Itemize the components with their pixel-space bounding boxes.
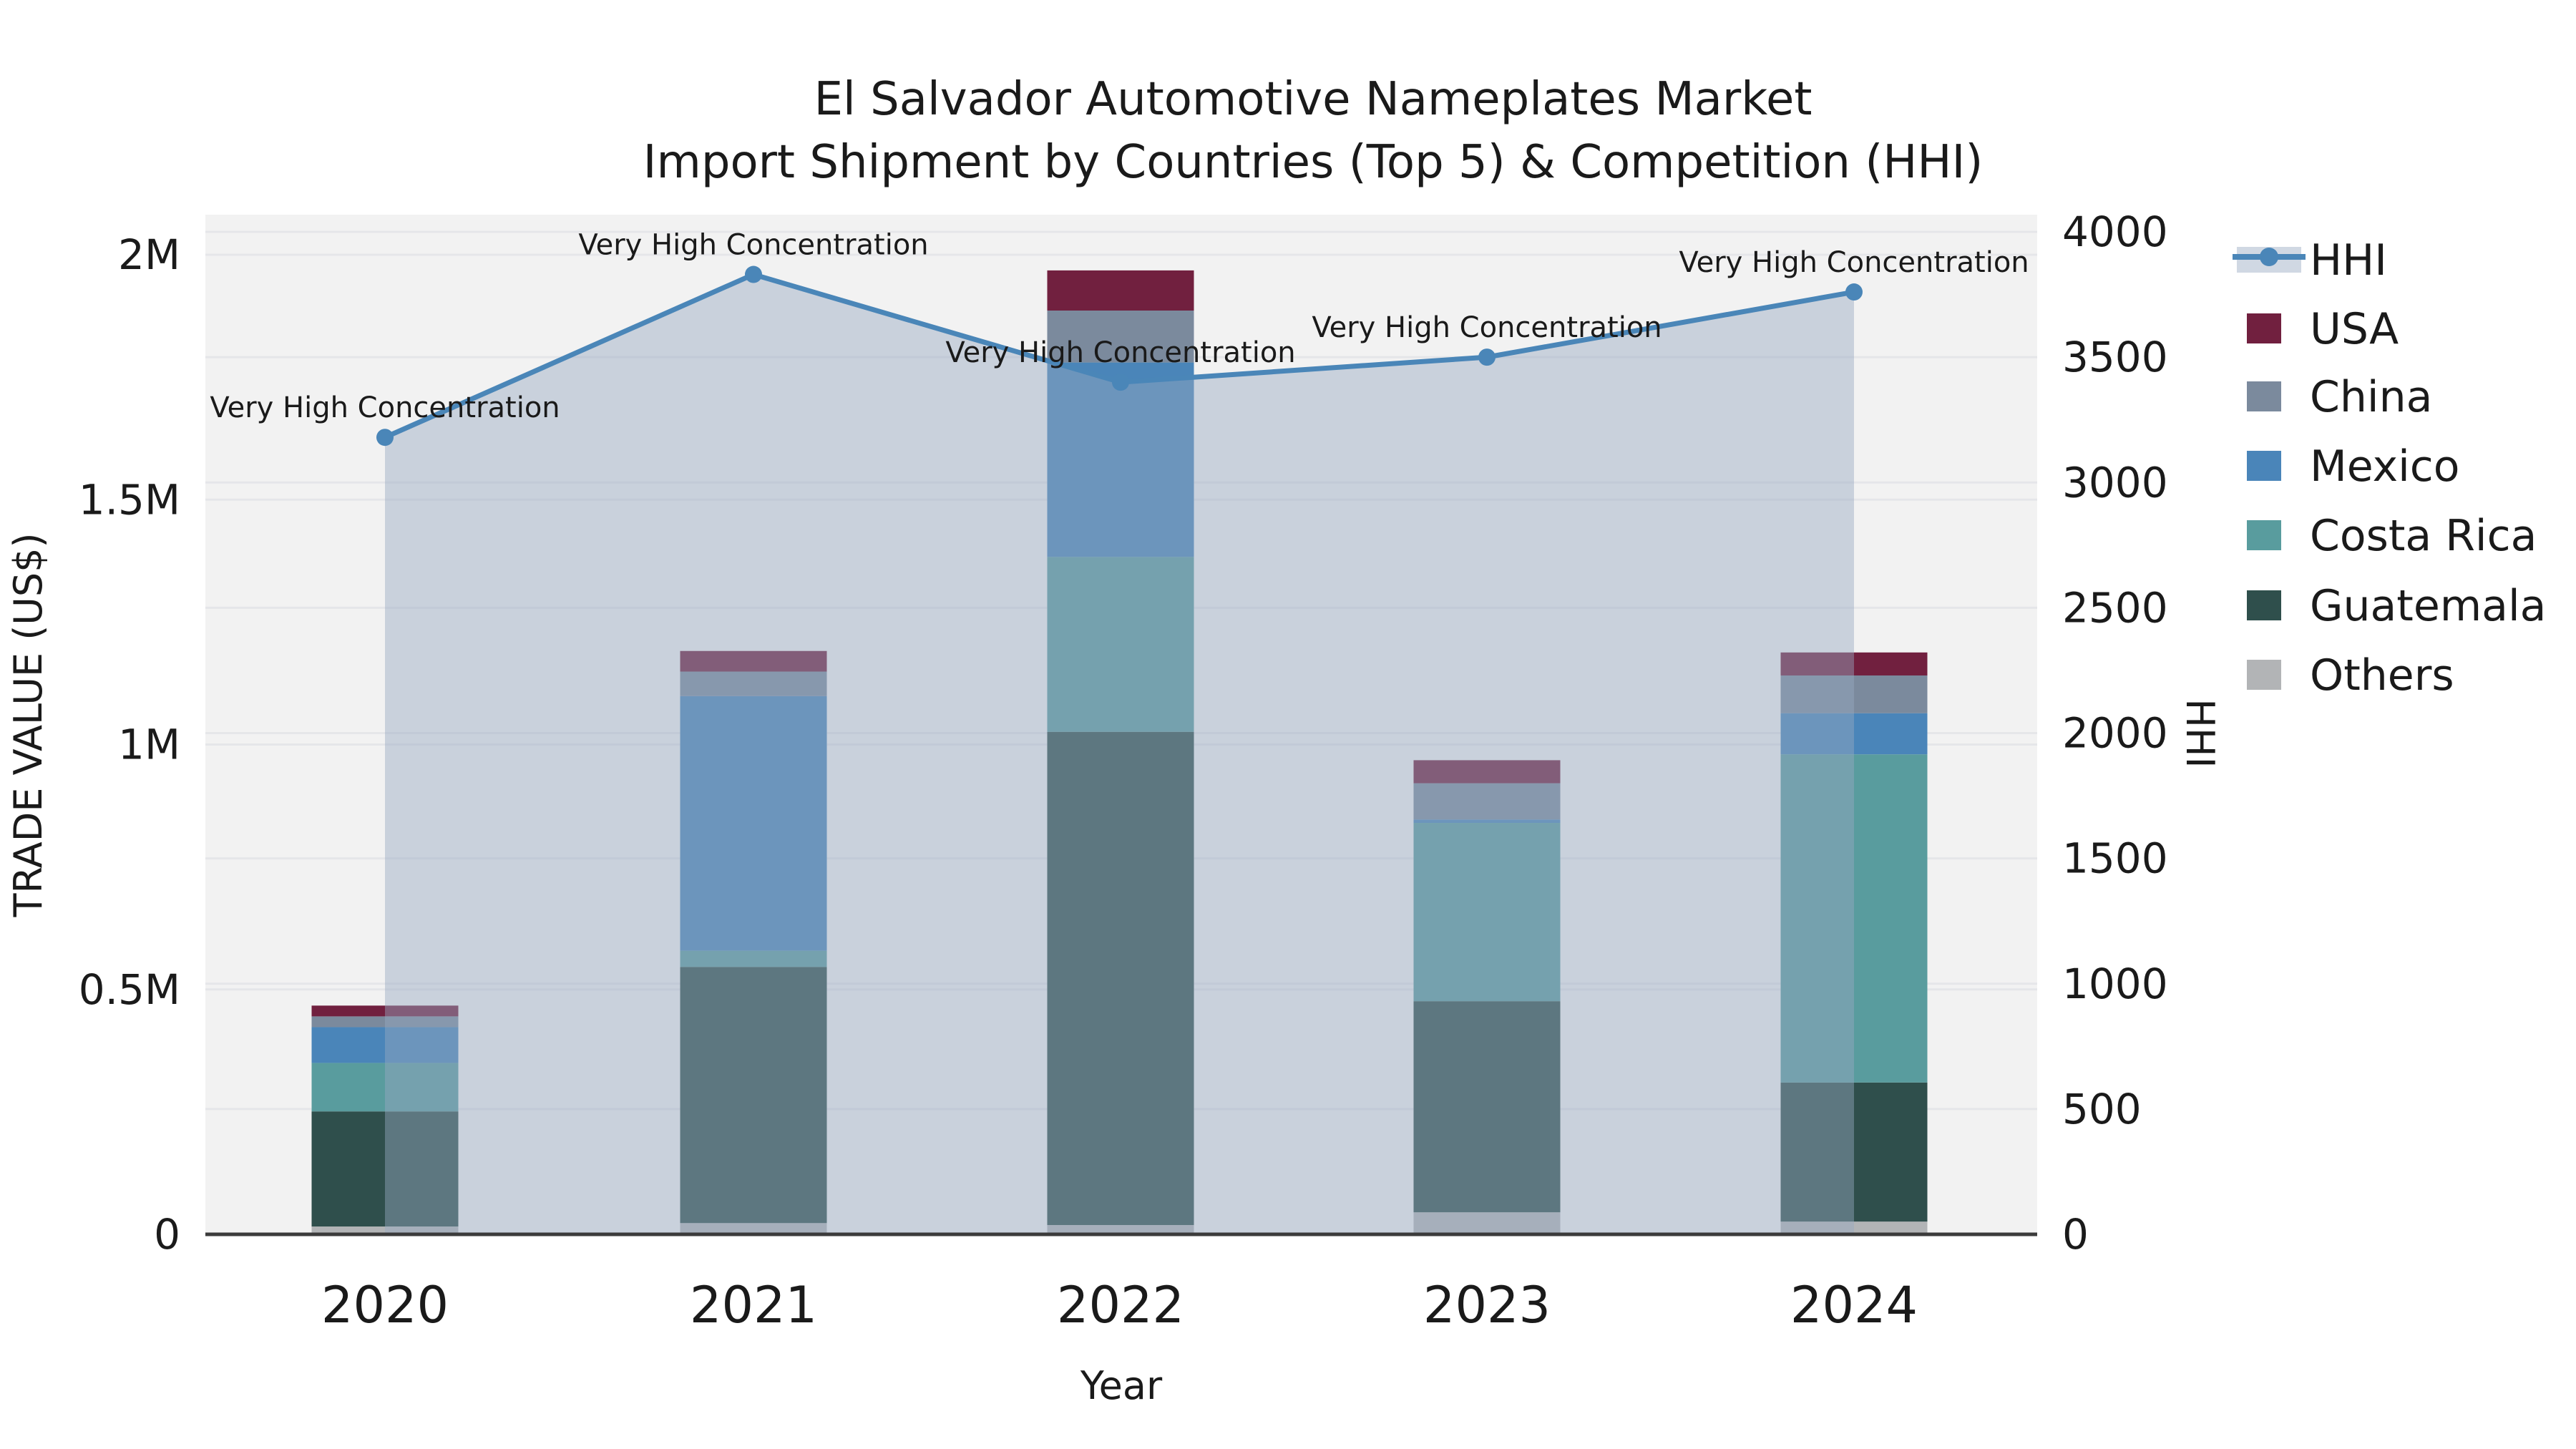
- plot-area: Very High Concentration Very High Concent…: [79, 208, 2168, 1335]
- legend: HHI USA China Mexico Costa Rica Guatemala Othe…: [2233, 235, 2546, 701]
- bar-segment-others: [1047, 1224, 1194, 1234]
- legend-item-others: Others: [2247, 650, 2454, 701]
- legend-label: China: [2310, 372, 2432, 422]
- y-tick-right: 500: [2062, 1085, 2142, 1133]
- legend-item-hhi: HHI: [2233, 235, 2387, 286]
- bar-segment-guatemala: [1413, 1001, 1561, 1213]
- legend-color-swatch: [2247, 660, 2281, 690]
- bar-segment-usa: [680, 650, 827, 672]
- bar-segment-usa: [1780, 652, 1928, 675]
- legend-label: Mexico: [2310, 441, 2460, 492]
- legend-color-swatch: [2247, 451, 2281, 481]
- bar-segment-costa-rica: [1780, 754, 1928, 1083]
- x-tick-year: 2024: [1790, 1276, 1918, 1335]
- bar-segment-china: [1047, 311, 1194, 363]
- annotation: Very High Concentration: [210, 391, 560, 424]
- bar-segment-others: [311, 1226, 459, 1234]
- legend-color-swatch: [2247, 520, 2281, 550]
- bar-segment-guatemala: [311, 1111, 459, 1227]
- y-tick-right: 2000: [2062, 709, 2168, 758]
- legend-item-usa: USA: [2247, 304, 2399, 354]
- bar-segment-others: [1780, 1221, 1928, 1234]
- annotation: Very High Concentration: [1679, 246, 2029, 279]
- annotation: Very High Concentration: [945, 336, 1295, 369]
- bar-segment-china: [680, 671, 827, 696]
- legend-color-swatch: [2247, 590, 2281, 620]
- hhi-area: [385, 274, 1854, 1235]
- y-tick-right: 0: [2062, 1210, 2089, 1259]
- bar-segment-china: [1413, 783, 1561, 820]
- y-tick-right: 1000: [2062, 960, 2168, 1008]
- legend-color-swatch: [2247, 381, 2281, 411]
- y-axis-title-left: TRADE VALUE (US$): [6, 532, 51, 917]
- legend-item-china: China: [2247, 372, 2432, 422]
- bar-segment-guatemala: [1047, 731, 1194, 1225]
- y-axis-title-right: HHI: [2177, 698, 2223, 768]
- x-tick-year: 2023: [1423, 1276, 1551, 1335]
- bar-segment-mexico: [1413, 819, 1561, 824]
- y-tick-left: 1.5M: [79, 475, 180, 524]
- annotation: Very High Concentration: [1312, 311, 1662, 344]
- chart-title: El Salvador Automotive Nameplates Market: [814, 73, 1813, 126]
- y-tick-right: 4000: [2062, 208, 2168, 256]
- bar-segment-usa: [1047, 270, 1194, 311]
- bar-segment-china: [311, 1016, 459, 1028]
- hhi-marker: [1845, 283, 1863, 301]
- hhi-marker: [1478, 348, 1496, 366]
- legend-marker-icon: [2260, 248, 2278, 266]
- legend-item-costa-rica: Costa Rica: [2247, 511, 2537, 561]
- y-tick-right: 3500: [2062, 333, 2168, 381]
- legend-color-swatch: [2247, 313, 2281, 343]
- annotation: Very High Concentration: [578, 229, 928, 262]
- hhi-marker: [745, 265, 762, 283]
- bar-segment-others: [1413, 1212, 1561, 1234]
- x-tick-year: 2021: [690, 1276, 817, 1335]
- y-tick-right: 3000: [2062, 458, 2168, 507]
- bar-segment-others: [680, 1223, 827, 1234]
- bar-segment-usa: [1413, 760, 1561, 784]
- bar-segment-guatemala: [680, 967, 827, 1224]
- legend-item-guatemala: Guatemala: [2247, 581, 2546, 631]
- y-tick-left: 0: [154, 1210, 180, 1259]
- y-tick-left: 1M: [118, 721, 180, 769]
- bar-segment-mexico: [680, 696, 827, 951]
- legend-label: HHI: [2310, 235, 2387, 286]
- y-tick-left: 0.5M: [79, 965, 180, 1014]
- bar-segment-costa-rica: [1413, 823, 1561, 1002]
- y-tick-right: 2500: [2062, 583, 2168, 632]
- bar-segment-costa-rica: [680, 950, 827, 967]
- legend-item-mexico: Mexico: [2247, 441, 2460, 492]
- legend-label: Guatemala: [2310, 581, 2546, 631]
- legend-label: Others: [2310, 650, 2454, 701]
- y-tick-left: 2M: [118, 230, 180, 279]
- chart-subtitle: Import Shipment by Countries (Top 5) & C…: [643, 136, 1984, 189]
- bar-segment-costa-rica: [311, 1063, 459, 1112]
- bar-segment-costa-rica: [1047, 557, 1194, 732]
- x-tick-year: 2022: [1057, 1276, 1184, 1335]
- bar-segment-mexico: [311, 1027, 459, 1063]
- hhi-marker: [376, 429, 394, 447]
- bar-segment-china: [1780, 675, 1928, 713]
- hhi-marker: [1112, 374, 1129, 391]
- bar-segment-usa: [311, 1005, 459, 1017]
- x-axis-title: Year: [1080, 1363, 1163, 1408]
- legend-label: Costa Rica: [2310, 511, 2537, 561]
- bar-segment-mexico: [1780, 713, 1928, 755]
- x-tick-year: 2020: [321, 1276, 449, 1335]
- bar-segment-mexico: [1047, 362, 1194, 557]
- y-tick-right: 1500: [2062, 834, 2168, 883]
- legend-label: USA: [2310, 304, 2399, 354]
- bar-segment-guatemala: [1780, 1082, 1928, 1222]
